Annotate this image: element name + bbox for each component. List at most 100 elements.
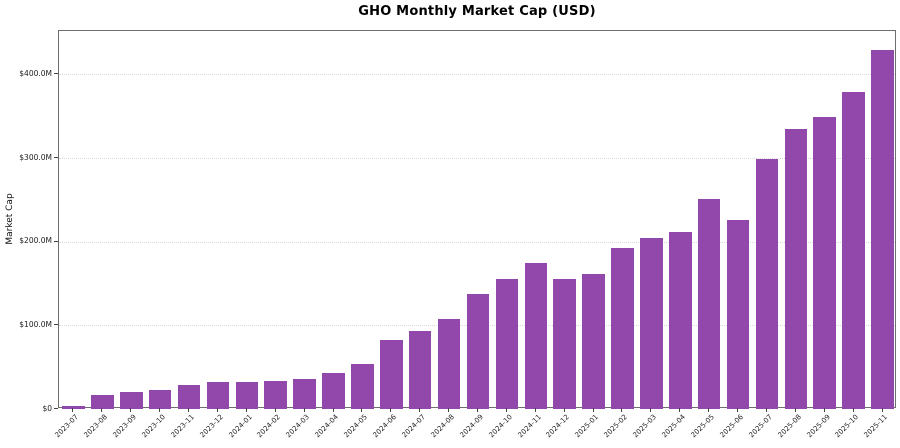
x-tick-mark: [881, 408, 883, 412]
x-tick-label: 2025-05: [689, 413, 716, 440]
bar-2023-07: [62, 405, 85, 409]
x-tick-mark: [72, 408, 74, 412]
bar-2023-11: [177, 384, 201, 409]
bar-2023-12: [206, 382, 230, 409]
x-tick-label: 2025-09: [805, 413, 832, 440]
x-tick-mark: [621, 408, 623, 412]
x-tick-mark: [650, 408, 652, 412]
x-tick-mark: [332, 408, 334, 412]
x-tick-mark: [130, 408, 132, 412]
x-tick-mark: [245, 408, 247, 412]
x-tick-label: 2025-01: [573, 413, 601, 440]
x-tick-label: 2023-11: [169, 413, 196, 440]
x-tick-mark: [216, 408, 218, 412]
x-tick-mark: [188, 408, 190, 412]
bar-2025-10: [842, 92, 865, 409]
gridline: [59, 241, 895, 243]
x-tick-mark: [852, 408, 854, 412]
bar-2023-10: [148, 389, 172, 409]
bar-2025-02: [611, 248, 634, 409]
x-tick-label: 2024-01: [227, 413, 254, 440]
bar-2025-03: [640, 237, 663, 409]
x-tick-mark: [274, 408, 276, 412]
gridline: [59, 158, 895, 160]
y-tick-label: $100.0M: [19, 319, 52, 329]
y-tick-mark: [54, 240, 58, 242]
x-tick-label: 2024-11: [516, 413, 543, 440]
x-tick-label: 2025-11: [862, 413, 890, 440]
x-tick-label: 2024-03: [284, 413, 312, 440]
x-tick-mark: [679, 408, 681, 412]
chart-title: GHO Monthly Market Cap (USD): [358, 4, 596, 19]
bar-2025-05: [697, 199, 721, 409]
x-tick-mark: [419, 408, 421, 412]
x-tick-label: 2024-09: [458, 413, 485, 440]
y-tick-label: $300.0M: [19, 152, 52, 162]
x-tick-mark: [534, 408, 536, 412]
x-tick-mark: [765, 408, 767, 412]
x-tick-mark: [505, 408, 507, 412]
x-tick-mark: [361, 408, 363, 412]
bar-2024-02: [264, 381, 287, 409]
x-tick-label: 2025-07: [747, 413, 774, 440]
x-tick-label: 2025-02: [602, 413, 630, 440]
x-tick-mark: [823, 408, 825, 412]
x-tick-label: 2025-10: [833, 413, 861, 440]
bar-2024-01: [235, 382, 259, 409]
bar-2024-11: [524, 262, 548, 409]
bar-2025-04: [669, 231, 692, 409]
bar-2024-08: [437, 318, 461, 409]
bar-2024-04: [322, 373, 345, 409]
x-tick-mark: [159, 408, 161, 412]
x-tick-label: 2024-02: [256, 413, 283, 440]
x-tick-label: 2023-09: [111, 413, 138, 440]
bar-2025-08: [784, 128, 808, 409]
x-tick-mark: [303, 408, 305, 412]
x-tick-label: 2023-08: [82, 413, 110, 440]
x-tick-label: 2024-12: [545, 413, 572, 440]
x-tick-mark: [448, 408, 450, 412]
x-tick-label: 2024-06: [371, 413, 398, 440]
x-tick-label: 2025-03: [631, 413, 659, 440]
x-tick-label: 2024-07: [400, 413, 427, 440]
plot-area: [58, 30, 896, 409]
bar-2025-01: [582, 274, 605, 409]
y-tick-mark: [54, 324, 58, 326]
y-tick-mark: [54, 408, 58, 409]
x-tick-mark: [592, 408, 594, 412]
x-tick-mark: [708, 408, 710, 412]
bar-2024-12: [553, 279, 576, 409]
bar-2024-07: [408, 331, 432, 409]
x-tick-label: 2025-04: [660, 413, 687, 440]
bar-2024-09: [466, 294, 490, 409]
bar-2024-10: [495, 278, 519, 409]
x-tick-mark: [101, 408, 103, 412]
y-tick-label: $200.0M: [19, 236, 52, 246]
y-tick-label: $400.0M: [19, 68, 52, 78]
x-tick-label: 2025-06: [718, 413, 745, 440]
bar-2025-06: [726, 220, 750, 409]
x-tick-label: 2024-05: [342, 413, 370, 440]
bar-2023-08: [91, 394, 114, 409]
x-tick-label: 2024-08: [429, 413, 456, 440]
bar-2024-03: [293, 378, 316, 409]
x-tick-mark: [794, 408, 796, 412]
x-tick-label: 2023-12: [198, 413, 225, 440]
gridline: [59, 74, 895, 76]
bar-2024-06: [380, 339, 403, 409]
bar-2023-09: [119, 392, 143, 409]
x-tick-label: 2024-10: [487, 413, 514, 440]
y-tick-mark: [54, 157, 58, 159]
y-tick-label: $0: [42, 403, 52, 413]
y-tick-mark: [54, 73, 58, 75]
x-tick-mark: [390, 408, 392, 412]
bar-2025-09: [813, 117, 837, 409]
x-tick-label: 2024-04: [313, 413, 341, 440]
bar-2024-05: [351, 363, 374, 409]
x-tick-label: 2023-07: [53, 413, 81, 440]
bar-2025-11: [871, 50, 894, 409]
x-tick-label: 2025-08: [776, 413, 803, 440]
x-tick-mark: [737, 408, 739, 412]
x-tick-mark: [477, 408, 478, 412]
